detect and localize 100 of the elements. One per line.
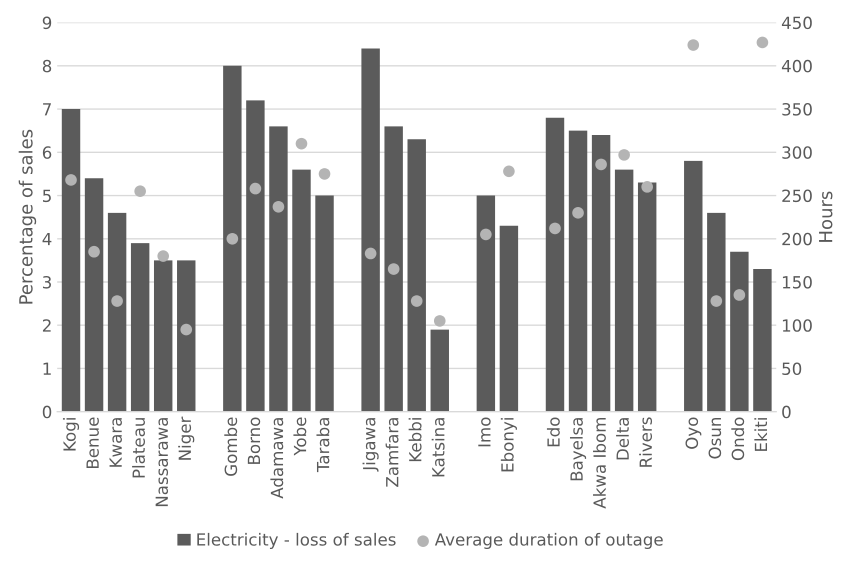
x-tick-label: Katsina bbox=[432, 418, 445, 476]
point bbox=[226, 232, 238, 245]
point bbox=[88, 246, 100, 258]
point bbox=[549, 222, 561, 234]
point bbox=[572, 207, 584, 219]
point bbox=[134, 185, 146, 198]
bar bbox=[177, 260, 196, 412]
y2-axis-title: Hours bbox=[819, 192, 832, 242]
bar bbox=[568, 130, 588, 412]
y-tick-label: 4 bbox=[42, 232, 52, 246]
bar bbox=[707, 212, 726, 412]
point bbox=[65, 174, 77, 186]
x-tick-label: Oyo bbox=[686, 417, 702, 449]
bar bbox=[476, 196, 496, 412]
bar bbox=[154, 260, 172, 412]
bar bbox=[684, 160, 702, 412]
y2-tick-label: 300 bbox=[782, 146, 812, 159]
y-tick-label: 2 bbox=[42, 319, 51, 332]
bar bbox=[292, 170, 311, 412]
bar bbox=[500, 226, 518, 412]
bar bbox=[407, 139, 426, 412]
point bbox=[595, 158, 607, 170]
y2-tick-label: 100 bbox=[782, 319, 812, 332]
bar bbox=[315, 196, 334, 412]
y2-tick-label: 250 bbox=[782, 189, 812, 202]
x-tick-label: Ekiti bbox=[754, 418, 768, 451]
y-tick-label: 1 bbox=[44, 362, 51, 375]
y-tick-label: 6 bbox=[42, 146, 52, 159]
x-tick-label: Ondo bbox=[731, 417, 744, 460]
point bbox=[434, 315, 446, 327]
x-tick-label: Benue bbox=[86, 417, 99, 468]
y2-tick-label: 0 bbox=[782, 406, 791, 418]
y-tick-label: 0 bbox=[42, 406, 52, 418]
bar bbox=[384, 126, 403, 412]
point bbox=[687, 39, 700, 51]
x-tick-label: Edo bbox=[546, 417, 560, 446]
y2-tick-label: 400 bbox=[782, 60, 812, 72]
point bbox=[180, 324, 192, 336]
x-tick-label: Gombe bbox=[224, 417, 238, 476]
point bbox=[480, 228, 492, 240]
y2-tick-label: 450 bbox=[782, 16, 812, 30]
legend-label: Average duration of outage bbox=[434, 532, 663, 549]
y-tick-label: 8 bbox=[42, 60, 52, 72]
point bbox=[272, 200, 284, 213]
point bbox=[710, 295, 722, 307]
x-tick-label: Delta bbox=[616, 418, 629, 460]
x-tick-label: Kogi bbox=[62, 418, 80, 450]
bar bbox=[753, 269, 772, 412]
y-tick-label: 5 bbox=[43, 190, 51, 202]
legend-label: Electricity - loss of sales bbox=[197, 532, 396, 549]
bar bbox=[84, 178, 104, 412]
x-tick-label: Niger bbox=[178, 416, 194, 460]
x-tick-label: Nassarawa bbox=[156, 418, 168, 506]
x-tick-label: Imo bbox=[478, 417, 491, 446]
y2-tick-label: 150 bbox=[782, 276, 812, 289]
point bbox=[410, 295, 423, 307]
x-tick-label: Borno bbox=[248, 417, 260, 464]
point bbox=[296, 138, 308, 150]
x-tick-label: Taraba bbox=[316, 418, 330, 472]
y-tick-label: 9 bbox=[42, 16, 52, 30]
bar bbox=[246, 100, 265, 412]
point bbox=[756, 36, 768, 48]
x-tick-label: Plateau bbox=[132, 418, 145, 478]
x-tick-label: Yobe bbox=[293, 417, 306, 456]
bar bbox=[269, 126, 288, 412]
bar bbox=[614, 170, 634, 412]
x-tick-label: Rivers bbox=[639, 417, 652, 467]
point bbox=[641, 181, 653, 193]
bar bbox=[361, 48, 380, 412]
bar bbox=[546, 118, 564, 412]
x-tick-label: Bayelsa bbox=[570, 418, 586, 480]
bar bbox=[130, 243, 150, 412]
y2-tick-label: 50 bbox=[782, 362, 802, 376]
point bbox=[250, 182, 262, 194]
bar bbox=[430, 330, 449, 412]
point bbox=[364, 248, 376, 260]
x-tick-label: Zamfara bbox=[386, 418, 399, 487]
y-axis-title: Percentage of sales bbox=[18, 130, 36, 304]
x-tick-label: Ebonyi bbox=[500, 418, 517, 472]
bar bbox=[108, 212, 126, 412]
bar bbox=[592, 134, 610, 412]
x-tick-label: Kebbi bbox=[408, 418, 422, 462]
bar bbox=[638, 182, 656, 412]
y-tick-label: 7 bbox=[43, 103, 51, 116]
x-tick-label: Jigawa bbox=[362, 418, 379, 472]
x-tick-label: Osun bbox=[708, 418, 722, 459]
y2-tick-label: 200 bbox=[782, 232, 812, 246]
x-tick-label: Adamawa bbox=[270, 418, 284, 499]
point bbox=[111, 295, 123, 307]
y-tick-label: 3 bbox=[42, 276, 51, 289]
y2-tick-label: 350 bbox=[782, 103, 812, 116]
x-tick-label: Akwa Ibom bbox=[593, 418, 606, 509]
point bbox=[503, 165, 515, 178]
bar bbox=[730, 252, 749, 412]
point bbox=[157, 250, 170, 262]
point bbox=[734, 289, 746, 301]
point bbox=[388, 263, 400, 275]
point bbox=[318, 168, 330, 180]
x-tick-label: Kwara bbox=[110, 418, 122, 467]
bar bbox=[223, 66, 242, 412]
